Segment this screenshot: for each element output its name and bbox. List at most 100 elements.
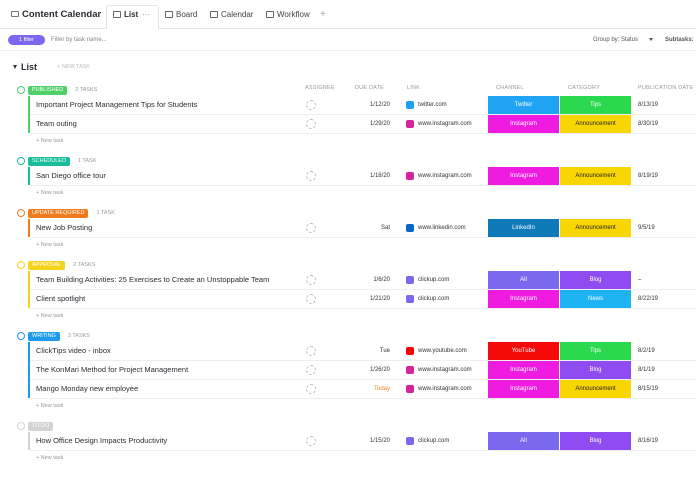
column-header: CHANNEL [496,85,524,91]
link-icon [406,224,414,232]
tab-more[interactable]: ··· [142,10,150,19]
group-toggle[interactable] [17,261,25,269]
task-count: 2 TASKS [73,262,96,268]
assignee-icon[interactable] [306,436,316,446]
publication-date: 8/30/19 [638,121,659,127]
channel-cell: LinkedIn [488,219,559,237]
assignee-icon[interactable] [306,100,316,110]
view-tab[interactable]: Board [176,10,198,19]
assignee-icon[interactable] [306,119,316,129]
assignee-icon[interactable] [306,346,316,356]
row-divider [30,237,696,238]
row-divider [30,114,696,115]
channel-cell: Instagram [488,167,559,185]
assignee-icon[interactable] [306,384,316,394]
new-task[interactable]: + New task [36,242,64,248]
group-toggle[interactable] [17,86,25,94]
link-text[interactable]: clickup.com [418,277,450,283]
assignee-icon[interactable] [306,365,316,375]
status-bar [28,342,30,398]
link-icon [406,101,414,109]
link-text[interactable]: www.instagram.com [418,367,472,373]
publication-date: 8/19/19 [638,173,659,179]
due-date: 1/12/20 [369,102,390,108]
group-toggle[interactable] [17,422,25,430]
link-text[interactable]: www.instagram.com [418,386,472,392]
link-text[interactable]: www.youtube.com [418,348,467,354]
add-view[interactable]: + [320,9,326,20]
task-name[interactable]: The KonMari Method for Project Managemen… [36,365,189,374]
column-header: PUBLICATION DATE [638,85,694,91]
link-text[interactable]: twitter.com [418,102,447,108]
link-icon [406,120,414,128]
task-name[interactable]: Client spotlight [36,294,86,303]
publication-date: 8/13/19 [638,102,659,108]
channel-cell: Twitter [488,96,559,114]
group-toggle[interactable] [17,157,25,165]
list-new-task[interactable]: + NEW TASK [57,64,90,70]
view-tab[interactable]: Calendar [221,10,254,19]
view-tab[interactable]: Workflow [277,10,310,19]
header-border [0,28,696,29]
channel-cell: All [488,271,559,289]
category-cell: Tips [560,342,631,360]
task-name[interactable]: Important Project Management Tips for St… [36,100,198,109]
group-toggle[interactable] [17,332,25,340]
status-bar [28,219,30,237]
list-caret [13,65,17,69]
new-task[interactable]: + New task [36,138,64,144]
channel-cell: YouTube [488,342,559,360]
column-header: DUE DATE [355,85,385,91]
new-task[interactable]: + New task [36,455,64,461]
link-icon [406,295,414,303]
row-divider [30,289,696,290]
status-label: PUBLISHED [28,85,68,95]
assignee-icon[interactable] [306,223,316,233]
link-text[interactable]: clickup.com [418,438,450,444]
task-name[interactable]: Team outing [36,119,77,128]
task-name[interactable]: New Job Posting [36,223,93,232]
assignee-icon[interactable] [306,275,316,285]
task-name[interactable]: Mango Monday new employee [36,384,139,393]
channel-cell: Instagram [488,380,559,398]
assignee-icon[interactable] [306,294,316,304]
new-task[interactable]: + New task [36,403,64,409]
channel-cell: Instagram [488,115,559,133]
due-date: Today [373,386,390,392]
group-by[interactable]: Group by: Status [593,37,639,43]
link-icon [406,437,414,445]
assignee-icon[interactable] [306,171,316,181]
task-name[interactable]: How Office Design Impacts Productivity [36,436,168,445]
link-text[interactable]: www.linkedin.com [418,225,466,231]
status-bar [28,96,30,133]
category-cell: Blog [560,271,631,289]
due-date: 1/26/20 [369,367,390,373]
channel-cell: Instagram [488,290,559,308]
link-text[interactable]: www.instagram.com [418,173,472,179]
new-task[interactable]: + New task [36,313,64,319]
task-count: 2 TASKS [75,87,98,93]
row-divider [30,133,696,134]
link-text[interactable]: clickup.com [418,296,450,302]
task-name[interactable]: ClickTips video - inbox [36,346,111,355]
row-divider [30,185,696,186]
tab-icon [113,11,121,18]
due-date: 1/29/20 [369,121,390,127]
search-input[interactable]: Filter by task name... [51,37,107,43]
status-label: APPROVAL [28,260,66,270]
task-name[interactable]: San Diego office tour [36,171,106,180]
category-cell: Announcement [560,380,631,398]
link-icon [406,366,414,374]
publication-date: 8/1/19 [638,367,655,373]
task-name[interactable]: Team Building Activities: 25 Exercises t… [36,275,270,284]
link-text[interactable]: www.instagram.com [418,121,472,127]
status-label: UPDATE REQUIRED [28,208,89,218]
group-toggle[interactable] [17,209,25,217]
due-date: 1/21/20 [369,296,390,302]
link-icon [406,385,414,393]
filter-pill[interactable]: 1 filter [8,35,45,45]
view-tab[interactable]: List [124,10,139,19]
subtasks[interactable]: Subtasks: [665,37,694,43]
new-task[interactable]: + New task [36,190,64,196]
publication-date: 8/16/19 [638,438,659,444]
